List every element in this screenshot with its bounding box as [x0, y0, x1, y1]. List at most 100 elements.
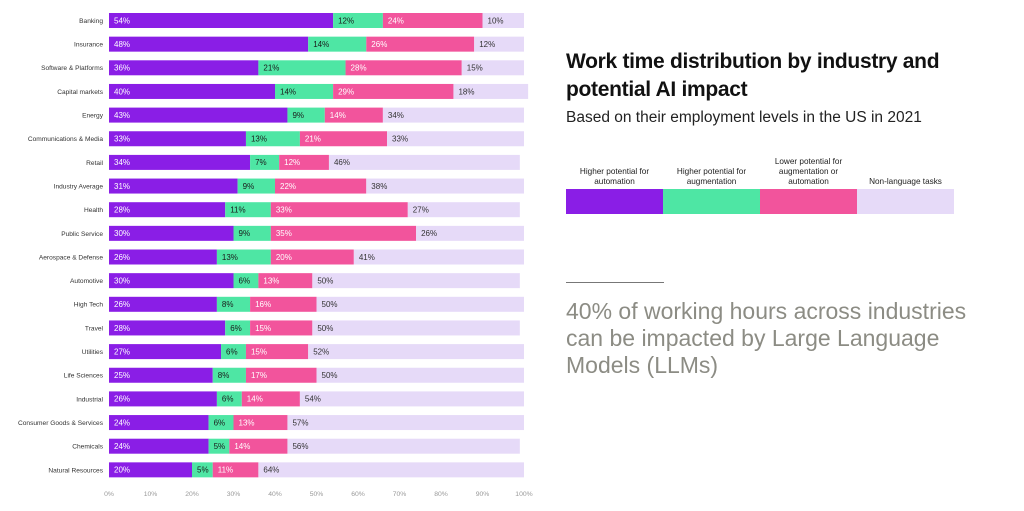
data-label: 52%	[313, 347, 329, 356]
bar-row-public-service: Public Service 30% 9% 35% 26%	[61, 225, 524, 241]
data-label: 15%	[467, 64, 483, 73]
automation-segment	[109, 225, 234, 241]
data-label: 33%	[276, 206, 292, 215]
data-label: 30%	[114, 229, 130, 238]
augmentation-segment	[208, 415, 234, 431]
automation-segment	[109, 60, 259, 76]
data-label: 14%	[330, 111, 346, 120]
augmentation-segment	[212, 367, 246, 383]
x-tick-label: 10%	[144, 491, 158, 498]
category-label: Travel	[85, 325, 104, 332]
augmentation-segment	[287, 107, 325, 123]
bar-row-travel: Travel 28% 6% 15% 50%	[85, 320, 520, 336]
data-label: 20%	[276, 253, 292, 262]
augmentation-segment	[216, 391, 242, 407]
bar-row-capital-markets: Capital markets 40% 14% 29% 18%	[57, 83, 529, 99]
category-label: Life Sciences	[64, 373, 104, 380]
augmentation-segment	[333, 13, 383, 28]
data-label: 13%	[222, 253, 238, 262]
bar-row-high-tech: High Tech 26% 8% 16% 50%	[74, 296, 524, 312]
bar-row-industry-average: Industry Average 31% 9% 22% 38%	[54, 178, 524, 194]
data-label: 41%	[359, 253, 375, 262]
bar-row-chemicals: Chemicals 24% 5% 14% 56%	[72, 438, 520, 454]
x-tick-label: 50%	[310, 491, 324, 498]
non-language-segment	[407, 202, 520, 218]
chart-title: Work time distribution by industry and p…	[566, 50, 940, 101]
augmentation-segment	[225, 320, 251, 336]
augmentation-segment	[216, 296, 251, 312]
data-label: 33%	[114, 135, 130, 144]
data-label: 54%	[114, 16, 130, 25]
callout-text: 40% of working hours across industries c…	[566, 298, 967, 378]
lower-potential-segment	[250, 320, 313, 336]
bar-row-health: Health 28% 11% 33% 27%	[84, 202, 520, 218]
data-label: 7%	[255, 158, 267, 167]
data-label: 14%	[247, 395, 263, 404]
category-label: High Tech	[74, 302, 104, 309]
lower-potential-segment	[333, 83, 454, 99]
augmentation-segment	[216, 249, 271, 265]
data-label: 15%	[255, 324, 271, 333]
data-label: 12%	[479, 40, 495, 49]
data-label: 50%	[317, 276, 333, 285]
category-label: Communications & Media	[28, 136, 103, 143]
data-label: 11%	[218, 466, 233, 475]
data-label: 38%	[371, 182, 387, 191]
data-label: 28%	[114, 324, 130, 333]
data-label: 6%	[239, 276, 251, 285]
automation-segment	[109, 320, 226, 336]
data-label: 29%	[338, 87, 354, 96]
data-label: 35%	[276, 229, 292, 238]
data-label: 50%	[322, 371, 338, 380]
lower-potential-segment	[258, 273, 313, 289]
augmentation-segment	[233, 225, 271, 241]
x-tick-label: 30%	[227, 491, 241, 498]
bar-row-natural-resources: Natural Resources 20% 5% 11% 64%	[48, 462, 524, 478]
legend-label: Higher potential for augmentation	[676, 167, 747, 186]
lower-potential-segment	[233, 415, 288, 431]
legend-item-non-language: Non-language tasks	[857, 152, 954, 214]
automation-segment	[109, 273, 234, 289]
non-language-segment	[299, 391, 524, 407]
x-tick-label: 100%	[515, 491, 532, 498]
automation-segment	[109, 131, 246, 147]
bar-row-banking: Banking 54% 12% 24% 10%	[79, 13, 524, 28]
chart-svg: Banking 54% 12% 24% 10% Insurance 48% 14% 26% 12%…	[18, 13, 533, 498]
non-language-segment	[366, 178, 524, 194]
non-language-segment	[328, 154, 520, 170]
data-label: 14%	[234, 442, 250, 451]
data-label: 6%	[214, 418, 226, 427]
bar-row-energy: Energy 43% 9% 14% 34%	[82, 107, 524, 123]
category-label: Aerospace & Defense	[39, 254, 103, 261]
data-label: 5%	[214, 442, 226, 451]
data-label: 16%	[255, 300, 271, 309]
non-language-segment	[287, 438, 520, 454]
category-label: Health	[84, 207, 103, 214]
bar-row-consumer-goods-and-services: Consumer Goods & Services 24% 6% 13% 57%	[18, 415, 524, 431]
data-label: 30%	[114, 276, 130, 285]
automation-segment	[109, 154, 251, 170]
automation-segment	[109, 178, 238, 194]
non-language-segment	[387, 131, 524, 147]
data-label: 33%	[392, 135, 408, 144]
lower-potential-segment	[245, 367, 317, 383]
data-label: 15%	[251, 347, 267, 356]
data-label: 43%	[114, 111, 130, 120]
automation-segment	[109, 296, 217, 312]
bar-row-industrial: Industrial 26% 6% 14% 54%	[76, 391, 524, 407]
non-language-segment	[287, 415, 524, 431]
data-label: 12%	[284, 158, 300, 167]
bar-row-retail: Retail 34% 7% 12% 46%	[86, 154, 520, 170]
augmentation-segment	[275, 83, 334, 99]
augmentation-segment	[221, 344, 246, 360]
data-label: 22%	[280, 182, 296, 191]
lower-potential-segment	[382, 13, 483, 28]
lower-potential-segment	[270, 249, 354, 265]
augmentation-segment	[258, 60, 346, 76]
non-language-segment	[258, 462, 524, 478]
bar-row-software-and-platforms: Software & Platforms 36% 21% 28% 15%	[41, 60, 524, 76]
data-label: 26%	[421, 229, 437, 238]
legend-item-lower-potential: Lower potential for augmentation or auto…	[760, 152, 857, 214]
data-label: 64%	[263, 466, 279, 475]
lower-potential-segment	[229, 438, 288, 454]
